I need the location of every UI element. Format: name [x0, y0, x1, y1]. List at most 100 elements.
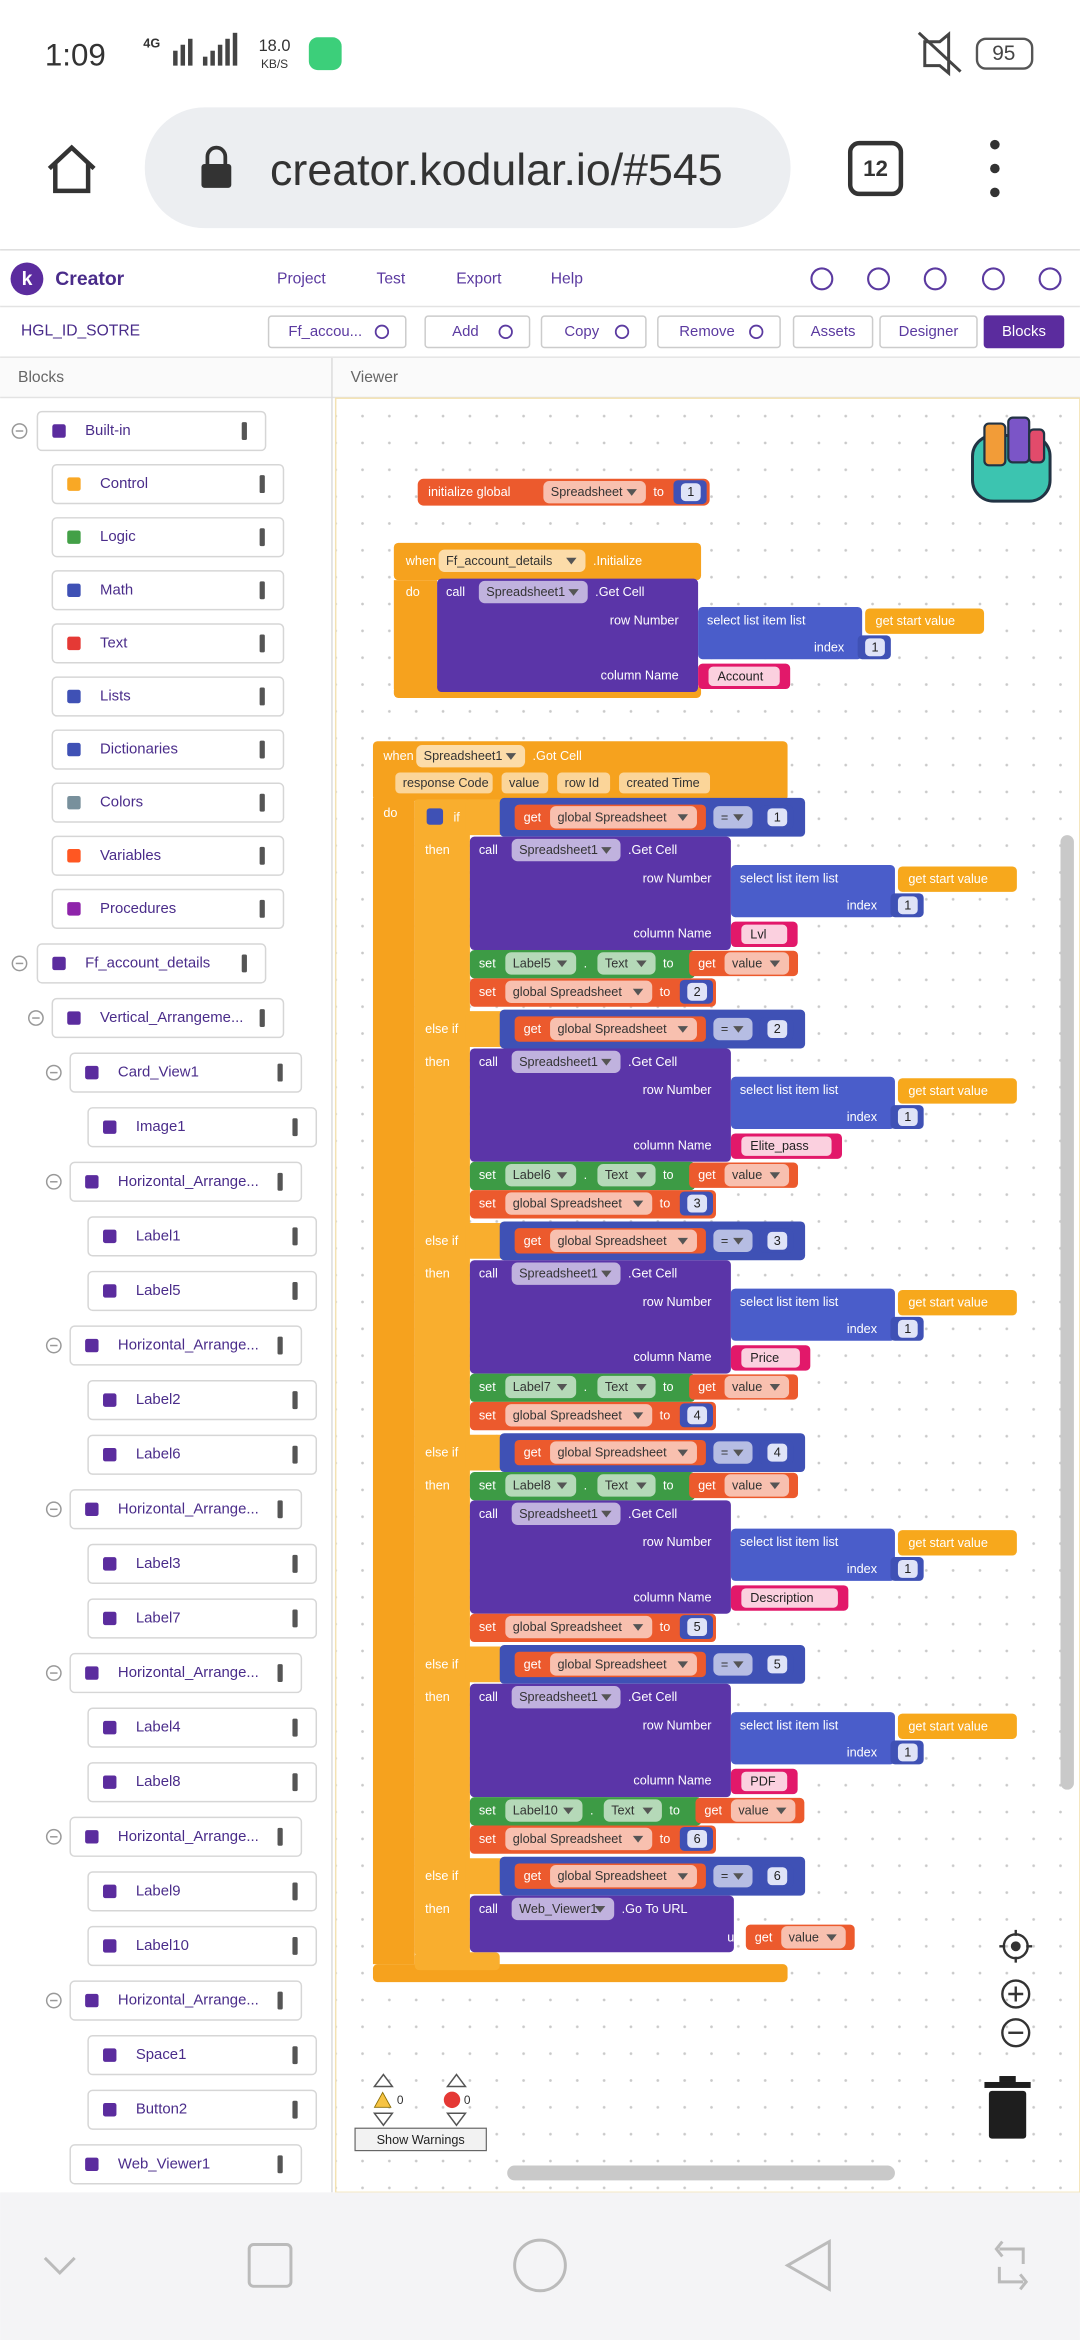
toolbar-button[interactable] — [983, 315, 1065, 349]
tree-item-label[interactable]: Built-in — [85, 423, 131, 439]
toolbar-button-label[interactable]: Blocks — [1002, 324, 1046, 340]
home-icon[interactable] — [47, 144, 96, 194]
tree-item[interactable] — [69, 1816, 303, 1857]
vertical-scrollbar[interactable] — [1060, 835, 1074, 1790]
tree-item[interactable] — [69, 1980, 303, 2021]
tree-item-label[interactable]: Horizontal_Arrange... — [118, 1829, 259, 1845]
dropdown-field[interactable] — [550, 806, 697, 829]
collapse-toggle[interactable] — [28, 1010, 44, 1026]
tree-item-label[interactable]: Horizontal_Arrange... — [118, 1338, 259, 1354]
nav-home[interactable] — [513, 2238, 567, 2293]
tree-item-label[interactable]: Math — [100, 582, 133, 598]
collapse-toggle[interactable] — [45, 1501, 62, 1518]
url-text[interactable]: creator.kodular.io/#545 — [270, 145, 723, 195]
dropdown-field[interactable] — [713, 1864, 753, 1888]
dropdown-field[interactable] — [543, 480, 646, 504]
dropdown-field[interactable] — [478, 580, 588, 604]
recenter-button[interactable] — [999, 1929, 1033, 1963]
tree-item-label[interactable]: Label9 — [136, 1883, 181, 1899]
browser-menu[interactable] — [990, 139, 1000, 198]
toolbar-icon[interactable] — [810, 267, 834, 291]
menu-item[interactable]: Test — [377, 270, 406, 287]
dropdown-field[interactable] — [550, 1441, 697, 1464]
dropdown-field[interactable] — [505, 1827, 653, 1851]
collapse-toggle[interactable] — [45, 1337, 62, 1354]
tree-item[interactable] — [51, 463, 285, 505]
dropdown-field[interactable] — [713, 1441, 753, 1464]
toolbar-button-label[interactable]: Ff_accou... — [288, 324, 362, 340]
tree-item[interactable] — [87, 1871, 318, 1912]
dropdown-field[interactable] — [550, 1864, 697, 1888]
dropdown-field[interactable] — [505, 1164, 577, 1187]
dropdown-field[interactable] — [511, 1050, 621, 1074]
dropdown-field[interactable] — [438, 549, 586, 572]
dropdown-field[interactable] — [713, 1653, 753, 1676]
toolbar-button-label[interactable]: Add — [452, 324, 479, 340]
dropdown-field[interactable] — [597, 1164, 656, 1187]
tree-item[interactable] — [87, 1434, 318, 1475]
collapse-toggle[interactable] — [45, 1828, 62, 1845]
dropdown-field[interactable] — [505, 1404, 653, 1427]
toolbar-button[interactable] — [267, 315, 407, 349]
tree-item[interactable] — [69, 2144, 303, 2185]
dropdown-field[interactable] — [730, 1799, 796, 1822]
tree-item[interactable] — [69, 1052, 303, 1093]
dropdown-field[interactable] — [724, 1375, 790, 1399]
dropdown-field[interactable] — [505, 980, 653, 1003]
menu-item[interactable]: Project — [277, 270, 326, 287]
tree-item[interactable] — [36, 943, 267, 984]
dropdown-field[interactable] — [511, 1686, 621, 1709]
dropdown-field[interactable] — [713, 1017, 753, 1041]
tree-item-label[interactable]: Control — [100, 476, 148, 492]
horizontal-scrollbar[interactable] — [507, 2165, 895, 2181]
tree-item-label[interactable]: Web_Viewer1 — [118, 2156, 210, 2172]
dropdown-field[interactable] — [597, 1474, 656, 1497]
tree-item-label[interactable]: Horizontal_Arrange... — [118, 1174, 259, 1190]
collapse-toggle[interactable] — [11, 423, 28, 439]
tree-item-label[interactable]: Logic — [100, 529, 136, 545]
toolbar-icon[interactable] — [867, 267, 891, 291]
show-warnings-button[interactable] — [354, 2127, 487, 2152]
dropdown-field[interactable] — [505, 1799, 583, 1822]
dropdown-field[interactable] — [724, 1164, 790, 1187]
event-param[interactable] — [395, 772, 493, 794]
dropdown-field[interactable] — [511, 1502, 621, 1525]
collapse-toggle[interactable] — [45, 1665, 62, 1681]
warning-nav[interactable] — [372, 2073, 467, 2127]
dropdown-field[interactable] — [713, 1229, 753, 1253]
tree-item[interactable] — [87, 1107, 318, 1148]
tree-item[interactable] — [87, 1762, 318, 1803]
dropdown-field[interactable] — [603, 1799, 662, 1822]
tree-item-label[interactable]: Text — [100, 635, 128, 651]
tree-item-label[interactable]: Label3 — [136, 1556, 181, 1572]
tree-item-label[interactable]: Label2 — [136, 1392, 181, 1408]
toolbar-button[interactable] — [424, 315, 531, 349]
tree-item-label[interactable]: Label6 — [136, 1447, 181, 1463]
toolbar-icon[interactable] — [981, 267, 1005, 291]
tree-item[interactable] — [69, 1325, 303, 1366]
mutator-gear[interactable] — [426, 808, 444, 825]
event-param[interactable] — [501, 772, 549, 794]
dropdown-field[interactable] — [724, 952, 790, 975]
tree-item[interactable] — [87, 2089, 318, 2130]
tree-item-label[interactable]: Vertical_Arrangeme... — [100, 1010, 243, 1026]
toolbar-button[interactable] — [792, 315, 874, 349]
tree-item-label[interactable]: Dictionaries — [100, 742, 178, 758]
toolbar-button[interactable] — [657, 315, 781, 349]
menu-item[interactable]: Help — [551, 270, 583, 287]
show-warnings-label[interactable]: Show Warnings — [377, 2133, 465, 2147]
dropdown-field[interactable] — [416, 744, 526, 768]
event-param[interactable] — [619, 772, 711, 794]
tree-item-label[interactable]: Horizontal_Arrange... — [118, 1665, 259, 1681]
tree-item[interactable] — [87, 1543, 318, 1585]
toolbar-icon[interactable] — [923, 267, 947, 291]
dropdown-field[interactable] — [597, 1375, 656, 1399]
nav-back[interactable] — [784, 2238, 831, 2292]
tree-item[interactable] — [87, 1925, 318, 1967]
dropdown-field[interactable] — [550, 1653, 697, 1676]
dropdown-field[interactable] — [550, 1017, 697, 1041]
collapse-toggle[interactable] — [45, 1173, 62, 1190]
tree-item[interactable] — [51, 676, 285, 717]
dropdown-field[interactable] — [505, 1615, 653, 1639]
collapse-toggle[interactable] — [11, 955, 28, 972]
